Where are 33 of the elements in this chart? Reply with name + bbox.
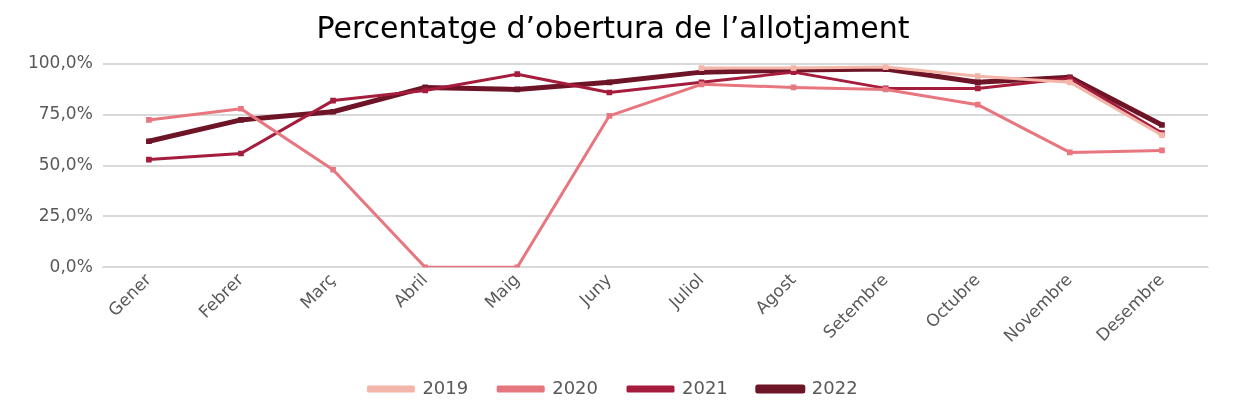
point bbox=[698, 65, 705, 71]
point bbox=[974, 79, 981, 86]
point bbox=[146, 138, 152, 145]
point bbox=[514, 86, 521, 93]
point bbox=[146, 156, 152, 163]
legend-label: 2022 bbox=[811, 376, 858, 398]
point bbox=[606, 113, 613, 119]
point bbox=[1159, 147, 1165, 154]
point bbox=[606, 79, 613, 86]
legend-label: 2020 bbox=[552, 376, 598, 398]
point bbox=[1159, 122, 1165, 128]
point bbox=[1067, 149, 1073, 156]
point bbox=[238, 117, 244, 123]
y-tick-label: 25,0% bbox=[38, 204, 93, 225]
point bbox=[330, 108, 336, 115]
point bbox=[330, 97, 336, 104]
y-tick-label: 75,0% bbox=[38, 103, 93, 124]
y-tick-label: 50,0% bbox=[38, 154, 93, 175]
point bbox=[238, 150, 244, 157]
chart-title: Percentatge d’obertura de l’allotjament bbox=[316, 9, 910, 45]
legend-label: 2021 bbox=[682, 376, 728, 398]
point bbox=[974, 85, 981, 92]
y-tick-label: 0,0% bbox=[49, 255, 93, 276]
point bbox=[974, 101, 981, 108]
legend-label: 2019 bbox=[422, 376, 469, 398]
point bbox=[422, 264, 428, 268]
point bbox=[514, 71, 521, 77]
point bbox=[974, 73, 981, 80]
y-tick-label: 100,0% bbox=[27, 52, 93, 73]
point bbox=[1067, 79, 1073, 86]
point bbox=[238, 105, 244, 112]
point bbox=[146, 117, 152, 123]
point bbox=[330, 166, 336, 173]
